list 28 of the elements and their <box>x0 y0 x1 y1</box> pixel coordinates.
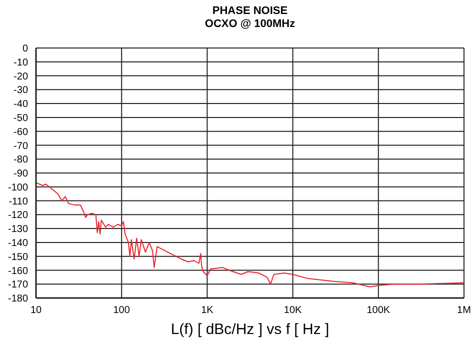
y-tick-label: -60 <box>14 126 28 138</box>
y-tick-label: -20 <box>14 71 28 82</box>
x-tick-label: 10K <box>284 305 302 316</box>
x-tick-label: 100 <box>113 305 130 316</box>
x-tick-label: 1M <box>457 305 471 316</box>
x-tick-label: 1K <box>201 305 214 316</box>
y-tick-label: -100 <box>8 182 28 194</box>
y-tick-label: -80 <box>14 154 28 166</box>
y-tick-label: -180 <box>8 294 28 305</box>
chart-title: PHASE NOISE <box>211 5 289 18</box>
y-tick-label: -120 <box>8 210 28 222</box>
y-tick-label: -150 <box>8 252 28 263</box>
y-tick-label: -160 <box>8 266 28 277</box>
y-tick-label: 0 <box>22 44 28 55</box>
x-axis-title: L(f) [ dBc/Hz ] vs f [ Hz ] <box>170 321 330 338</box>
y-tick-label: -50 <box>14 112 28 124</box>
y-tick-label: -40 <box>14 99 28 110</box>
y-tick-label: -10 <box>14 57 28 68</box>
x-tick-label: 100K <box>366 305 390 316</box>
y-tick-label: -70 <box>14 140 28 152</box>
y-tick-label: -130 <box>8 224 28 236</box>
y-tick-label: -140 <box>8 238 28 249</box>
y-tick-label: -90 <box>14 168 28 180</box>
y-tick-label: -110 <box>8 196 28 208</box>
x-tick-label: 10 <box>30 305 42 316</box>
y-tick-label: -30 <box>14 85 28 96</box>
y-tick-label: -170 <box>8 280 28 291</box>
chart-subtitle: OCXO @ 100MHz <box>204 18 296 31</box>
